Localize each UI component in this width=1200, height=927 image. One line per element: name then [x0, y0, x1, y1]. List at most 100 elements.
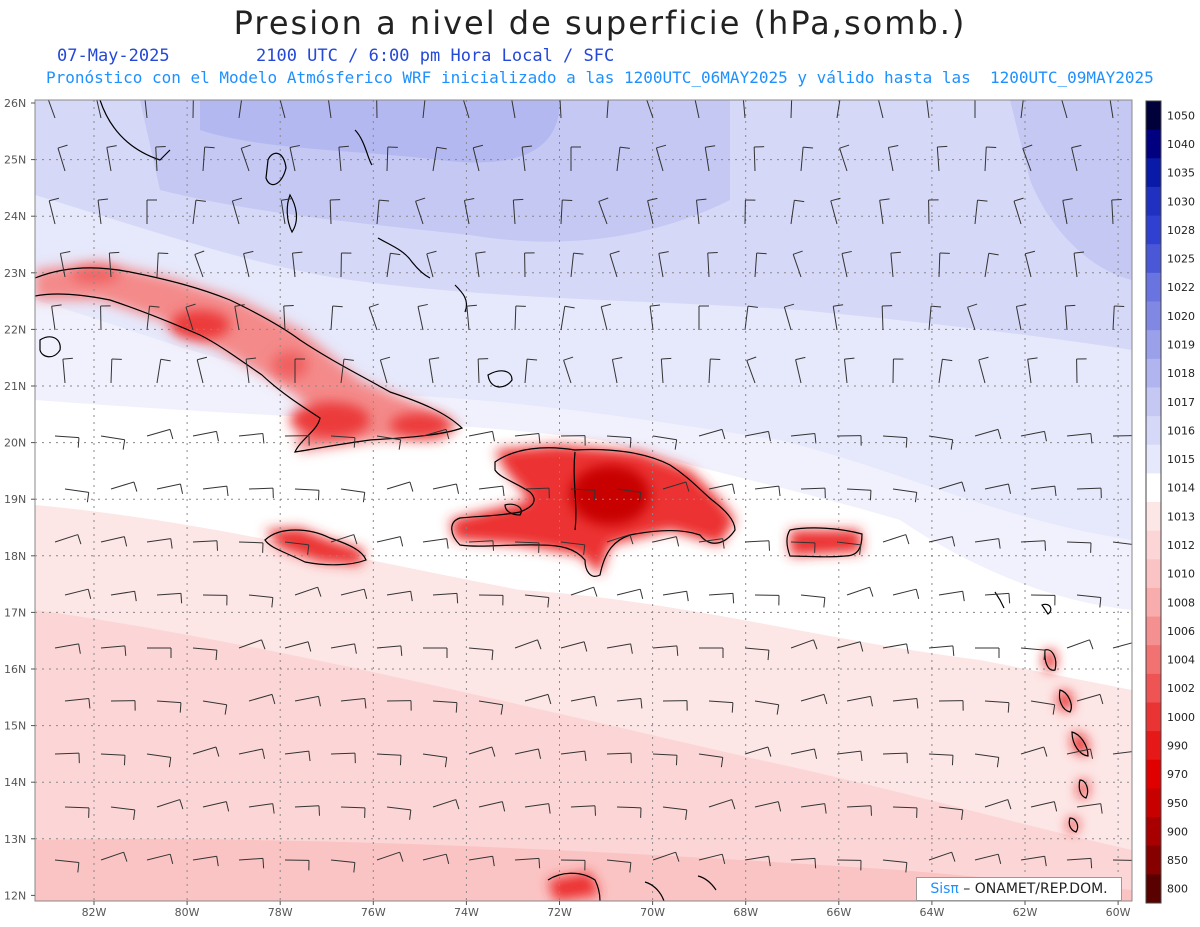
wind-barb: [744, 540, 770, 551]
wind-barb: [974, 428, 1002, 440]
wind-barb: [422, 428, 450, 440]
wind-barb: [570, 695, 597, 707]
wind-barb: [514, 305, 526, 331]
wind-barb: [110, 481, 138, 492]
wind-barb: [376, 199, 390, 225]
lon-label: 78W: [268, 906, 293, 919]
wind-barb: [514, 432, 541, 444]
wind-barb: [524, 594, 550, 608]
lon-label: 60W: [1106, 906, 1131, 919]
wind-barb: [417, 303, 428, 331]
colorbar-label: 850: [1167, 854, 1188, 867]
wind-barb: [386, 700, 412, 711]
colorbar-label: 1012: [1167, 539, 1195, 552]
wind-barb: [146, 538, 173, 549]
wind-barb: [386, 481, 414, 492]
wind-barb: [1109, 100, 1114, 119]
wind-barb: [478, 485, 505, 497]
colorbar-label: 1008: [1167, 596, 1195, 609]
wind-barb: [699, 647, 724, 658]
wind-barb: [695, 198, 707, 225]
wind-barb: [144, 100, 148, 119]
wind-barb: [928, 536, 956, 547]
wind-barb: [928, 851, 956, 862]
wind-barb: [386, 252, 401, 278]
wind-barb: [514, 748, 542, 759]
wind-barb: [432, 799, 460, 810]
wind-barb: [100, 305, 111, 331]
wind-barb: [652, 645, 679, 656]
wind-barb: [280, 198, 292, 225]
wind-barb: [291, 251, 303, 278]
lat-label: 21N: [4, 380, 26, 393]
wind-barb: [475, 251, 486, 278]
wind-barb: [662, 481, 690, 492]
wind-barb: [660, 357, 672, 384]
wind-barb: [836, 641, 864, 652]
wind-barb: [1076, 693, 1104, 705]
wind-barb: [1020, 855, 1047, 867]
wind-barb: [836, 859, 862, 871]
wind-barb: [376, 100, 378, 119]
wind-barb: [110, 358, 122, 384]
wind-barb: [1073, 251, 1085, 278]
wind-barb: [524, 803, 551, 814]
wind-barb: [938, 590, 965, 602]
wind-barb: [100, 536, 128, 547]
wind-barb: [284, 641, 312, 652]
wind-barb: [1112, 305, 1125, 331]
chart-title: Presion a nivel de superficie (hPa,somb.…: [233, 4, 967, 42]
lat-label: 23N: [4, 267, 26, 280]
wind-barb: [984, 799, 1012, 810]
wind-barb: [511, 100, 516, 119]
wind-barb: [926, 100, 930, 119]
wind-barb: [938, 358, 953, 384]
map-frame: [34, 99, 1133, 902]
lat-label: 12N: [4, 889, 26, 902]
wind-barb: [422, 853, 450, 865]
wind-barb: [1066, 639, 1094, 650]
wind-barb: [882, 859, 908, 873]
wind-barb: [146, 753, 172, 768]
wind-barb: [1061, 100, 1068, 119]
wind-barb: [47, 100, 56, 119]
wind-barb: [984, 146, 997, 172]
wind-barb: [59, 251, 71, 278]
wind-barb: [106, 145, 117, 172]
colorbar-label: 1028: [1167, 224, 1195, 237]
colorbar-swatch: [1146, 244, 1161, 274]
wind-barb: [422, 538, 449, 549]
wind-barb: [284, 750, 311, 762]
wind-barb: [600, 303, 612, 331]
colorbar-swatch: [1146, 473, 1161, 503]
wind-barb: [340, 697, 367, 709]
wind-barb: [248, 693, 276, 705]
wind-barb: [744, 746, 772, 757]
wind-barb: [185, 303, 196, 331]
colorbar-label: 1014: [1167, 482, 1195, 495]
colorbar-label: 1050: [1167, 109, 1195, 122]
wind-barb: [662, 806, 688, 820]
wind-barb: [463, 198, 475, 225]
wind-barb: [658, 251, 669, 278]
wind-barb: [877, 100, 884, 119]
colorbar-label: 800: [1167, 883, 1188, 896]
wind-barb: [514, 541, 540, 553]
wind-barb: [192, 647, 218, 661]
wind-barb: [428, 357, 440, 384]
wind-barb: [790, 857, 817, 869]
wind-barb: [611, 357, 623, 384]
wind-barb: [156, 799, 184, 810]
colorbar-label: 1010: [1167, 568, 1195, 581]
wind-barb: [892, 358, 904, 384]
wind-barb: [606, 100, 609, 119]
wind-barb: [54, 435, 80, 448]
wind-barb: [1076, 358, 1087, 384]
wind-barb: [202, 146, 215, 172]
colorbar-label: 1000: [1167, 711, 1195, 724]
wind-barb: [202, 485, 229, 497]
wind-barb: [890, 251, 901, 278]
lon-label: 66W: [826, 906, 851, 919]
wind-barb: [882, 435, 908, 448]
wind-barb: [432, 146, 447, 172]
